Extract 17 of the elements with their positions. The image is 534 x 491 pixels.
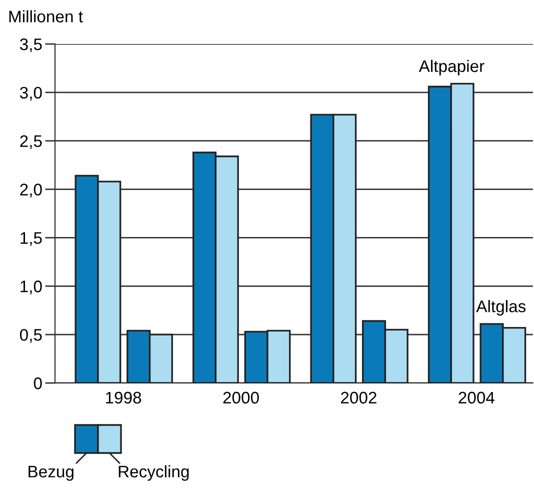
y-tick-label: 1,0: [20, 280, 42, 294]
legend-label: Bezug: [28, 466, 74, 481]
x-tick-label: 2002: [341, 392, 376, 404]
annotation: Altpapier: [418, 60, 484, 76]
x-tick-label: 1998: [106, 392, 142, 404]
y-axis-title: Millionen t: [9, 10, 83, 22]
y-tick-label: 0,5: [20, 328, 42, 343]
legend-label: Recycling: [118, 465, 189, 481]
x-tick-label: 2000: [223, 392, 259, 404]
y-tick-label: 1,5: [20, 232, 42, 246]
y-tick-label: 2,5: [20, 135, 42, 150]
y-tick-label: 3,5: [20, 38, 42, 52]
y-tick-label: 3,0: [20, 86, 42, 101]
x-tick-label: 2004: [458, 392, 494, 404]
y-tick-label: 2,0: [20, 184, 42, 198]
y-tick-label: 0: [34, 377, 42, 390]
annotation: Altglas: [476, 300, 526, 316]
